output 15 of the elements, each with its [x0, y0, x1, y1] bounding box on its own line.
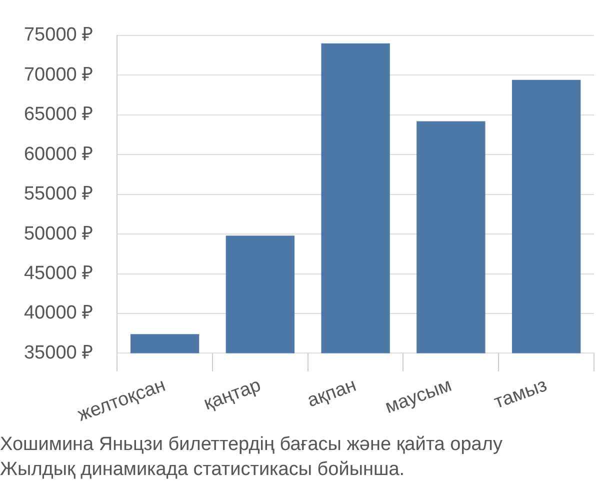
x-tick-label: маусым [382, 374, 454, 418]
x-tick-label: тамыз [491, 374, 550, 414]
y-tick-label: 60000 ₽ [24, 144, 94, 165]
text: Жылдық динамикада статистикасы бойынша. [0, 458, 406, 482]
y-tick-label: 50000 ₽ [24, 223, 94, 244]
x-tick-label: қаңтар [201, 374, 264, 415]
x-tick-label: ақпан [304, 374, 360, 412]
y-tick-label: 55000 ₽ [24, 184, 94, 205]
y-tick-label: 35000 ₽ [24, 342, 94, 364]
y-tick-label: 40000 ₽ [24, 302, 94, 324]
y-tick-label: 45000 ₽ [24, 263, 94, 284]
y-tick-label: 75000 ₽ [24, 24, 94, 46]
y-tick-label: 65000 ₽ [24, 104, 94, 126]
y-tick-label: 70000 ₽ [24, 64, 94, 86]
text: Хошимина Яньцзи билеттердің бағасы және қайта оралу [0, 433, 504, 457]
